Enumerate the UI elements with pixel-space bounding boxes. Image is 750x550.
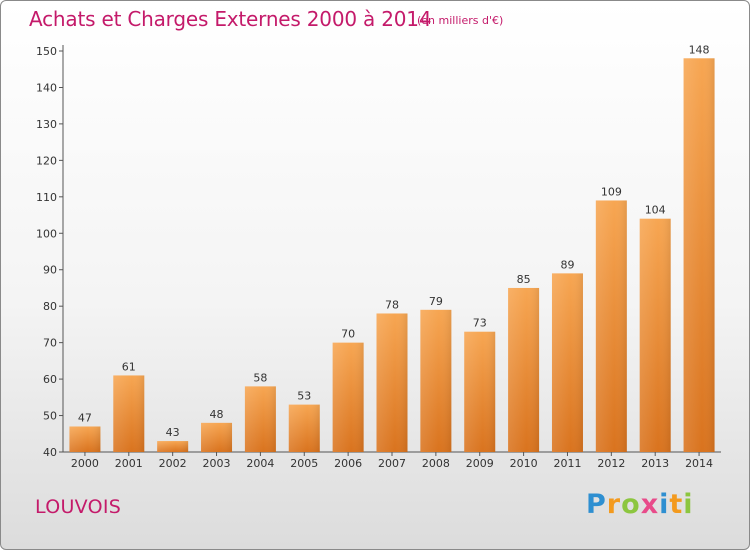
x-tick-label: 2002 bbox=[159, 457, 187, 470]
logo-letter: i bbox=[659, 489, 670, 520]
y-tick-label: 140 bbox=[36, 81, 57, 94]
bar-shade bbox=[113, 375, 145, 452]
data-label: 61 bbox=[122, 360, 136, 373]
bar-shade bbox=[288, 404, 320, 452]
data-label: 58 bbox=[253, 371, 267, 384]
x-tick-label: 2003 bbox=[203, 457, 231, 470]
y-tick-label: 90 bbox=[43, 264, 57, 277]
chart-subtitle: (en milliers d'€) bbox=[417, 14, 504, 27]
bar-shade bbox=[683, 58, 715, 453]
logo-letter: i bbox=[683, 489, 694, 520]
bar-shade bbox=[376, 313, 408, 452]
chart-title: Achats et Charges Externes 2000 à 2014 bbox=[29, 7, 432, 31]
y-tick-label: 70 bbox=[43, 337, 57, 350]
x-tick-label: 2005 bbox=[290, 457, 318, 470]
x-tick-label: 2001 bbox=[115, 457, 143, 470]
bar-shade bbox=[551, 273, 583, 452]
x-tick-label: 2012 bbox=[597, 457, 625, 470]
x-tick-label: 2010 bbox=[510, 457, 538, 470]
logo-letter: P bbox=[586, 489, 607, 520]
data-label: 104 bbox=[645, 204, 666, 217]
y-tick-label: 60 bbox=[43, 373, 57, 386]
x-tick-label: 2007 bbox=[378, 457, 406, 470]
bar-shade bbox=[595, 200, 627, 452]
bar-shade bbox=[639, 218, 671, 452]
logo-letter: t bbox=[669, 489, 684, 520]
bar-shade bbox=[508, 287, 540, 452]
bar-shade bbox=[332, 342, 364, 452]
bar-shade bbox=[157, 441, 189, 452]
logo-letter: r bbox=[606, 489, 622, 520]
logo-letter: x bbox=[640, 489, 660, 520]
x-tick-label: 2014 bbox=[685, 457, 713, 470]
data-label: 73 bbox=[473, 317, 487, 330]
bar-shade bbox=[420, 309, 452, 452]
data-label: 79 bbox=[429, 295, 443, 308]
data-label: 48 bbox=[210, 408, 224, 421]
data-label: 43 bbox=[166, 426, 180, 439]
data-label: 70 bbox=[341, 328, 355, 341]
data-label: 53 bbox=[297, 390, 311, 403]
y-tick-label: 130 bbox=[36, 118, 57, 131]
logo-letter: o bbox=[621, 489, 641, 520]
y-tick-label: 120 bbox=[36, 154, 57, 167]
bar-shade bbox=[69, 426, 101, 452]
x-tick-label: 2011 bbox=[553, 457, 581, 470]
y-tick-label: 80 bbox=[43, 300, 57, 313]
bar-shade bbox=[464, 331, 496, 452]
data-label: 148 bbox=[689, 43, 710, 56]
y-tick-label: 110 bbox=[36, 191, 57, 204]
data-label: 89 bbox=[560, 258, 574, 271]
proxiti-logo: Proxiti bbox=[586, 489, 694, 520]
bar-shade bbox=[244, 386, 276, 452]
x-tick-label: 2000 bbox=[71, 457, 99, 470]
bar-shade bbox=[201, 422, 233, 452]
y-tick-label: 50 bbox=[43, 410, 57, 423]
data-label: 85 bbox=[517, 273, 531, 286]
x-tick-label: 2006 bbox=[334, 457, 362, 470]
y-tick-label: 40 bbox=[43, 446, 57, 459]
data-label: 78 bbox=[385, 298, 399, 311]
y-tick-label: 100 bbox=[36, 227, 57, 240]
data-label: 47 bbox=[78, 411, 92, 424]
x-tick-label: 2004 bbox=[246, 457, 274, 470]
data-label: 109 bbox=[601, 185, 622, 198]
x-tick-label: 2013 bbox=[641, 457, 669, 470]
y-tick-label: 150 bbox=[36, 45, 57, 58]
commune-name: LOUVOIS bbox=[35, 496, 122, 518]
x-tick-label: 2008 bbox=[422, 457, 450, 470]
x-tick-label: 2009 bbox=[466, 457, 494, 470]
